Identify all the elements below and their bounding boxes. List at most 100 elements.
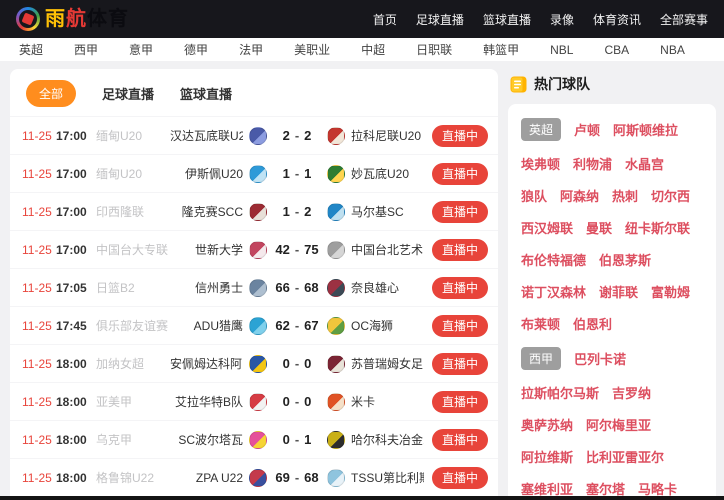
match-date: 11-25 [22, 470, 52, 485]
hot-team-link[interactable]: 吉罗纳 [612, 386, 652, 401]
hot-team-link[interactable]: 阿尔梅里亚 [586, 418, 652, 433]
home-score: 2 [282, 128, 290, 143]
match-time: 18:00 [56, 432, 87, 447]
list-icon [510, 76, 527, 92]
match-score: 1 - 1 [273, 166, 321, 181]
live-button[interactable]: 直播中 [432, 352, 488, 375]
live-button[interactable]: 直播中 [432, 162, 488, 185]
hot-team-link[interactable]: 布莱顿 [521, 317, 561, 332]
home-team-name: 信州勇士 [194, 281, 243, 295]
hot-team-link[interactable]: 阿森纳 [560, 189, 600, 204]
away-team-name: 妙瓦底U20 [351, 167, 410, 181]
hot-team-link[interactable]: 布伦特福德 [521, 253, 587, 268]
hot-team-link[interactable]: 阿拉维斯 [521, 450, 574, 465]
hot-team-link[interactable]: 奥萨苏纳 [521, 418, 574, 433]
nav-item[interactable]: 足球直播 [415, 12, 464, 27]
hot-team-link[interactable]: 谢菲联 [599, 285, 639, 300]
nav-item[interactable]: 篮球直播 [482, 12, 531, 27]
league-nav-item[interactable]: NBA [660, 42, 685, 57]
match-league: 格鲁锦U22 [96, 471, 155, 485]
live-button[interactable]: 直播中 [432, 200, 488, 223]
hot-team-link[interactable]: 埃弗顿 [521, 157, 561, 172]
hot-team-link[interactable]: 利物浦 [573, 157, 613, 172]
league-nav-item[interactable]: 美职业 [294, 43, 331, 57]
hot-team-link[interactable]: 富勒姆 [651, 285, 691, 300]
match-row[interactable]: 11-25 18:00 乌克甲 SC波尔塔瓦 0 - 1 哈尔科夫冶金1... … [10, 420, 498, 458]
away-score: 2 [304, 128, 312, 143]
hot-team-link[interactable]: 纽卡斯尔联 [625, 221, 691, 236]
hot-team-link[interactable]: 水晶宫 [625, 157, 665, 172]
hot-team-link[interactable]: 卢顿 [574, 123, 601, 138]
live-button[interactable]: 直播中 [432, 314, 488, 337]
match-date: 11-25 [22, 128, 52, 143]
hot-team-link[interactable]: 诺丁汉森林 [521, 285, 587, 300]
hot-team-link[interactable]: 西汉姆联 [521, 221, 574, 236]
live-button[interactable]: 直播中 [432, 124, 488, 147]
match-row[interactable]: 11-25 17:05 日篮B2 信州勇士 66 - 68 奈良雄心 直播中 [10, 268, 498, 306]
tab-football-live[interactable]: 足球直播 [102, 87, 155, 102]
league-tag[interactable]: 英超 [521, 118, 562, 141]
hot-team-link[interactable]: 阿斯顿维拉 [613, 123, 679, 138]
hot-team-link[interactable]: 热刺 [612, 189, 639, 204]
league-nav-item[interactable]: NBL [550, 42, 574, 57]
nav-item[interactable]: 全部赛事 [659, 12, 708, 27]
away-score: 2 [304, 204, 312, 219]
match-time: 18:00 [56, 356, 87, 371]
hot-team-link[interactable]: 拉斯帕尔马斯 [521, 386, 600, 401]
tab-all[interactable]: 全部 [26, 80, 77, 107]
league-nav-item[interactable]: 中超 [361, 43, 386, 57]
league-nav-item[interactable]: 法甲 [239, 43, 264, 57]
live-button[interactable]: 直播中 [432, 466, 488, 489]
league-nav-item[interactable]: 意甲 [129, 43, 154, 57]
hot-team-link[interactable]: 狼队 [521, 189, 548, 204]
league-nav-item[interactable]: 英超 [19, 43, 44, 57]
match-time: 17:05 [56, 280, 87, 295]
match-row[interactable]: 11-25 17:00 缅甸U20 汉达瓦底联U20 2 - 2 拉科尼联U20… [10, 116, 498, 154]
match-row[interactable]: 11-25 17:00 印西隆联 隆克赛SCC 1 - 2 马尔基SC 直播中 [10, 192, 498, 230]
match-row[interactable]: 11-25 18:00 加纳女超 安佩姆达科阿... 0 - 0 苏普瑞姆女足 … [10, 344, 498, 382]
site-logo[interactable]: 雨航体育 [16, 7, 129, 31]
live-button[interactable]: 直播中 [432, 390, 488, 413]
away-score: 0 [304, 356, 312, 371]
home-score: 0 [282, 394, 290, 409]
live-button[interactable]: 直播中 [432, 238, 488, 261]
nav-item[interactable]: 录像 [549, 12, 574, 27]
hot-team-link[interactable]: 伯恩茅斯 [599, 253, 652, 268]
nav-item[interactable]: 体育资讯 [592, 12, 641, 27]
match-row[interactable]: 11-25 17:00 中国台大专联 世新大学 42 - 75 中国台北艺术..… [10, 230, 498, 268]
site-name: 雨航体育 [45, 9, 129, 29]
match-row[interactable]: 11-25 18:00 亚美甲 艾拉华特B队 0 - 0 米卡 直播中 [10, 382, 498, 420]
match-league: 乌克甲 [96, 433, 133, 447]
tab-basketball-live[interactable]: 篮球直播 [180, 87, 233, 102]
sidebar: 热门球队 英超 卢顿 阿斯顿维拉 埃弗顿 利物浦 水晶宫 狼队 阿森纳 热刺 切尔西 西汉姆联 曼联纽… [508, 69, 716, 500]
hot-team-link[interactable]: 比利亚雷亚尔 [586, 450, 665, 465]
hot-team-link[interactable]: 巴列卡诺 [574, 352, 627, 367]
home-team-name: 世新大学 [194, 243, 243, 257]
home-score: 0 [282, 356, 290, 371]
hot-team-link[interactable]: 马略卡 [638, 482, 678, 497]
live-button[interactable]: 直播中 [432, 276, 488, 299]
match-row[interactable]: 11-25 17:45 俱乐部友谊赛 ADU猎鹰 62 - 67 OC海狮 直播… [10, 306, 498, 344]
hot-team-link[interactable]: 塞维利亚 [521, 482, 574, 497]
league-nav-item[interactable]: 韩篮甲 [483, 43, 520, 57]
live-button[interactable]: 直播中 [432, 428, 488, 451]
hot-team-link[interactable]: 切尔西 [651, 189, 691, 204]
match-row[interactable]: 11-25 17:00 缅甸U20 伊斯佩U20 1 - 1 妙瓦底U20 直播… [10, 154, 498, 192]
league-nav-item[interactable]: 西甲 [74, 43, 99, 57]
match-date: 11-25 [22, 204, 52, 219]
home-team-name: SC波尔塔瓦 [178, 433, 243, 447]
away-team-badge-icon [327, 240, 345, 259]
away-team-badge-icon [327, 316, 345, 335]
nav-item[interactable]: 首页 [372, 12, 397, 27]
match-row[interactable]: 11-25 18:00 格鲁锦U22 ZPA U22 69 - 68 TSSU第… [10, 458, 498, 496]
league-nav-item[interactable]: CBA [604, 42, 630, 57]
match-time: 17:00 [56, 166, 87, 181]
away-team-name: 拉科尼联U20 [351, 129, 422, 143]
hot-team-link[interactable]: 曼联 [586, 221, 613, 236]
league-tag[interactable]: 西甲 [521, 347, 562, 370]
league-nav-item[interactable]: 日职联 [416, 43, 453, 57]
hot-team-link[interactable]: 塞尔塔 [586, 482, 626, 497]
league-nav-item[interactable]: 德甲 [184, 43, 209, 57]
hot-team-link[interactable]: 伯恩利 [573, 317, 613, 332]
match-league: 日篮B2 [96, 281, 135, 295]
